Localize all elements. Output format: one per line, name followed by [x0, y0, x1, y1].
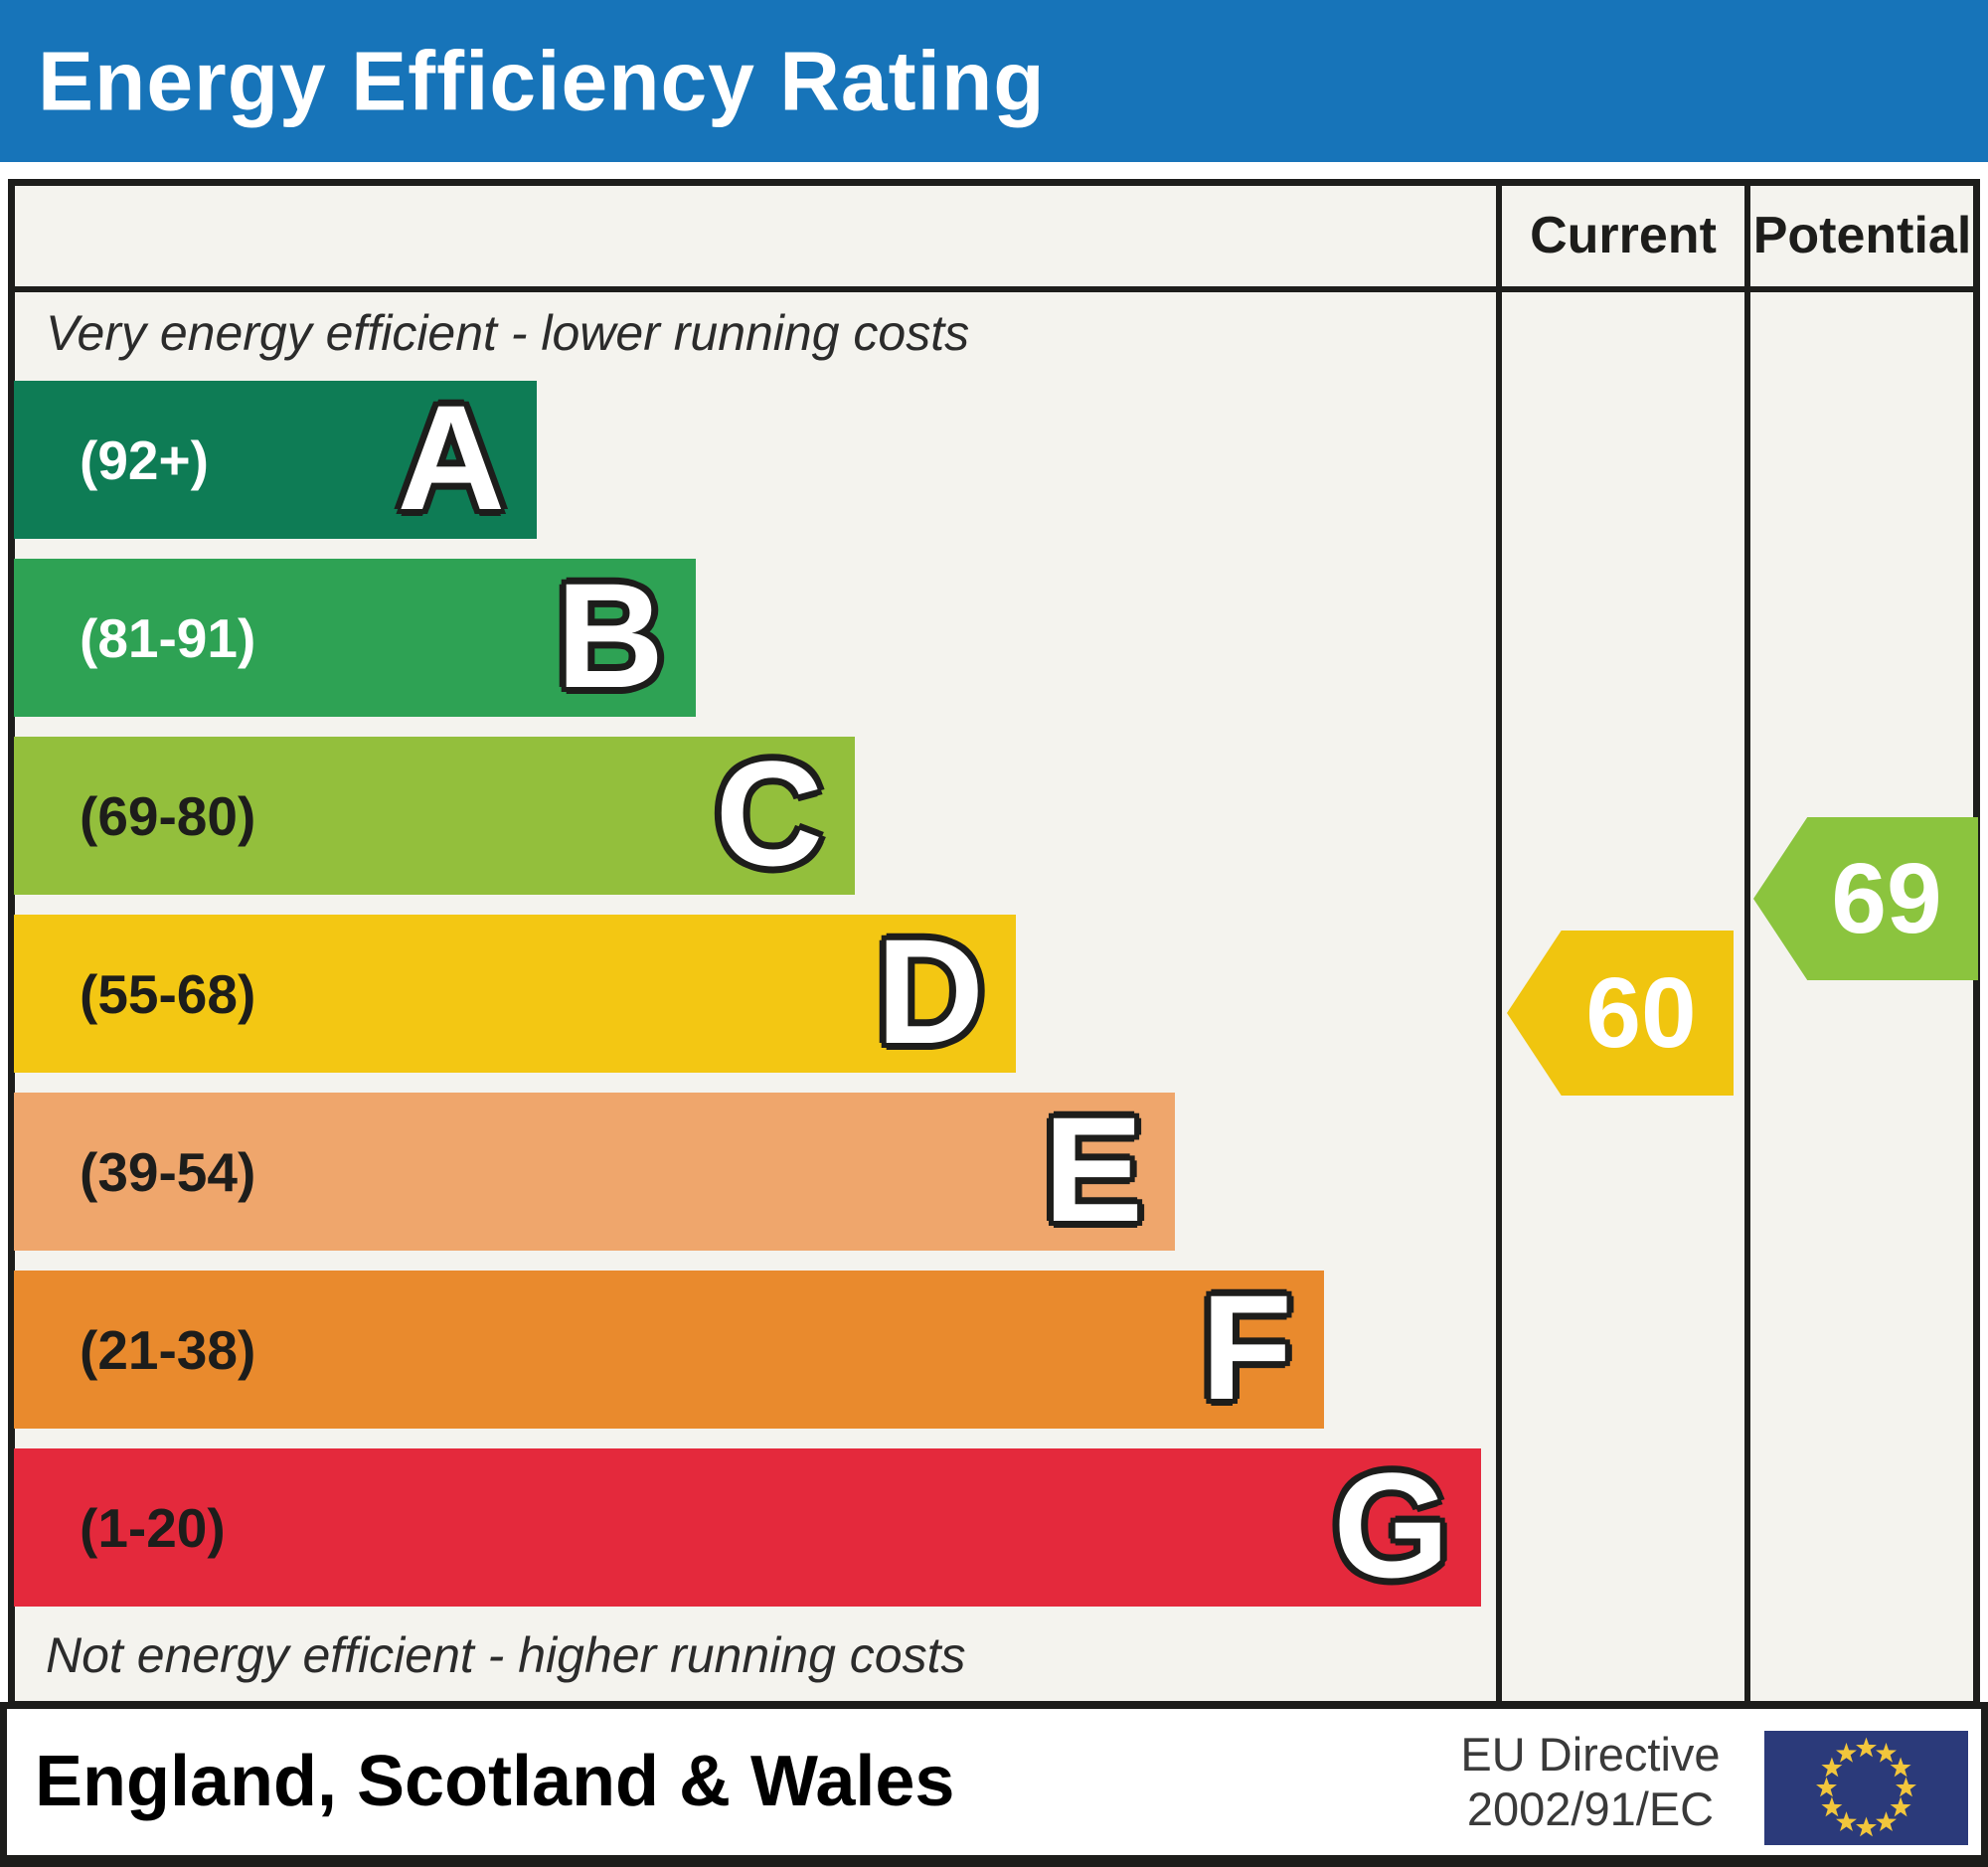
band-letter: C — [715, 729, 823, 897]
band-C: (69-80) C — [14, 737, 855, 895]
region-label: England, Scotland & Wales — [35, 1742, 955, 1821]
current-rating-value: 60 — [1585, 956, 1697, 1069]
eu-flag-star — [1876, 1811, 1897, 1831]
eu-flag-star — [1836, 1811, 1857, 1831]
band-B: (81-91) B — [14, 559, 696, 717]
potential-rating-value: 69 — [1831, 842, 1942, 954]
eu-flag-star — [1876, 1742, 1897, 1763]
current-column-header: Current — [1530, 207, 1717, 264]
caption-very-efficient: Very energy efficient - lower running co… — [46, 305, 970, 361]
band-G: (1-20) G — [14, 1448, 1481, 1607]
band-A: (92+) A — [14, 381, 537, 539]
band-letter: B — [556, 551, 664, 719]
potential-rating-badge: 69 — [1753, 817, 1978, 980]
band-E: (39-54) E — [14, 1093, 1175, 1251]
eu-flag-icon — [1764, 1731, 1968, 1845]
title-band: Energy Efficiency Rating — [0, 0, 1988, 162]
potential-column-divider — [1744, 179, 1750, 1708]
eu-flag-star — [1856, 1816, 1877, 1837]
caption-not-efficient: Not energy efficient - higher running co… — [46, 1627, 966, 1683]
eu-flag-star — [1896, 1777, 1916, 1797]
band-range-label: (92+) — [80, 428, 209, 491]
band-letter: F — [1201, 1263, 1292, 1431]
band-letter: D — [876, 907, 984, 1075]
header-underline — [8, 286, 1980, 292]
band-range-label: (69-80) — [80, 784, 256, 847]
band-letter: G — [1333, 1441, 1449, 1609]
current-column-divider — [1496, 179, 1502, 1708]
page-title: Energy Efficiency Rating — [38, 34, 1046, 127]
band-range-label: (39-54) — [80, 1140, 256, 1203]
band-letter: A — [397, 373, 505, 541]
band-letter: E — [1043, 1085, 1143, 1253]
band-range-label: (55-68) — [80, 962, 256, 1025]
eu-flag-star — [1836, 1742, 1857, 1763]
eu-flag-star — [1890, 1757, 1911, 1778]
eu-directive-line1: EU Directive — [1460, 1727, 1721, 1781]
eu-flag-star — [1856, 1737, 1877, 1758]
eu-flag-star — [1816, 1777, 1837, 1797]
potential-column-header: Potential — [1752, 207, 1972, 264]
eu-flag-star — [1890, 1796, 1911, 1817]
band-range-label: (1-20) — [80, 1496, 226, 1559]
eu-directive-label: EU Directive 2002/91/EC — [1431, 1708, 1749, 1855]
eu-directive-line2: 2002/91/EC — [1466, 1782, 1715, 1835]
eu-flag-star — [1821, 1796, 1843, 1817]
band-range-label: (81-91) — [80, 606, 256, 669]
band-range-label: (21-38) — [80, 1318, 256, 1381]
band-D: (55-68) D — [14, 915, 1016, 1073]
eu-flag-star — [1821, 1757, 1843, 1778]
current-rating-badge: 60 — [1507, 931, 1734, 1096]
band-F: (21-38) F — [14, 1271, 1324, 1429]
footer — [0, 1702, 1988, 1867]
